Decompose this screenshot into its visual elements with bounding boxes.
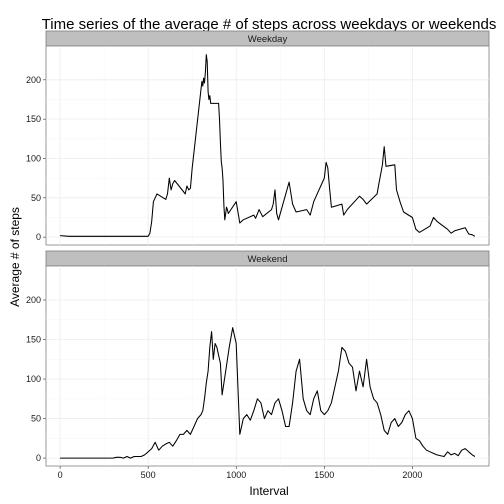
facet-strip-label: Weekend	[248, 254, 288, 265]
y-tick-label: 50	[31, 414, 41, 424]
y-tick-label: 200	[26, 295, 41, 305]
x-tick-label: 0	[58, 470, 63, 480]
y-tick-label: 0	[36, 232, 41, 242]
x-tick-label: 1000	[226, 470, 246, 480]
x-tick-label: 2000	[402, 470, 422, 480]
y-tick-label: 0	[36, 453, 41, 463]
y-tick-label: 50	[31, 193, 41, 203]
panel-background	[45, 45, 490, 246]
y-tick-label: 100	[26, 374, 41, 384]
series-line-weekday	[60, 54, 476, 237]
panel-background	[45, 265, 490, 467]
x-axis-title: Interval	[249, 484, 288, 498]
chart-title: Time series of the average # of steps ac…	[42, 16, 497, 33]
series-line-weekend	[60, 327, 476, 459]
facet-weekday: Weekday 0 50 100 150 200	[26, 30, 490, 246]
y-tick-label: 200	[26, 75, 41, 85]
x-tick-label: 1500	[314, 470, 334, 480]
x-tick-label: 500	[141, 470, 156, 480]
y-axis-title: Average # of steps	[8, 207, 22, 307]
y-tick-label: 100	[26, 153, 41, 163]
y-tick-label: 150	[26, 335, 41, 345]
y-tick-label: 150	[26, 114, 41, 124]
facet-strip-label: Weekday	[248, 34, 288, 45]
